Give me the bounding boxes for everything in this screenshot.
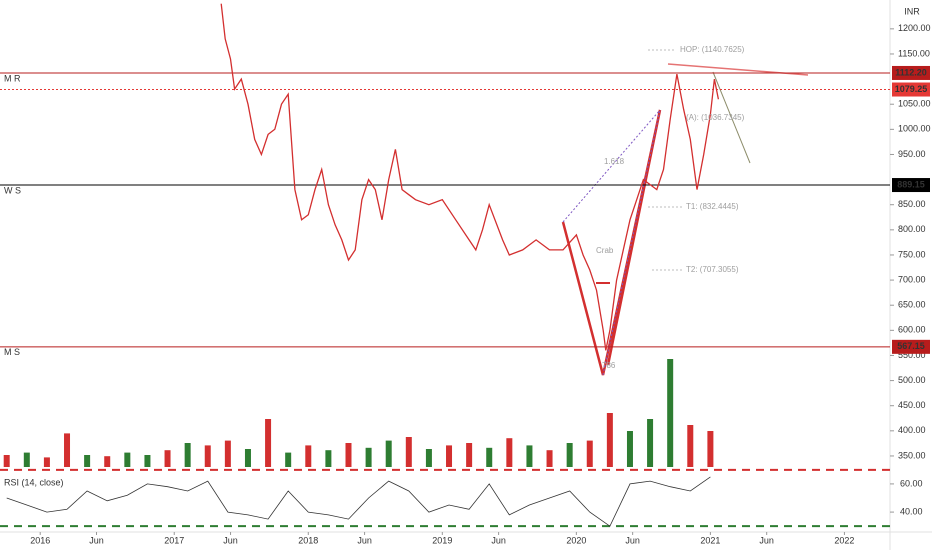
- volume-bar: [64, 433, 71, 467]
- volume-bar: [586, 440, 593, 467]
- volume-bar: [446, 445, 453, 467]
- volume-bar: [486, 447, 493, 467]
- y-tick-label: 1200.00: [898, 23, 931, 33]
- rsi-tick-label: 60.00: [900, 478, 923, 488]
- volume-bar: [687, 425, 694, 467]
- volume-bar: [184, 443, 191, 467]
- volume-bar: [385, 440, 392, 467]
- volume-bar: [104, 456, 111, 467]
- rsi-tick-label: 40.00: [900, 506, 923, 516]
- volume-bar: [546, 450, 553, 467]
- volume-bar: [3, 455, 10, 467]
- volume-bar: [43, 457, 50, 467]
- price-badge-label: 1112.20: [895, 67, 927, 77]
- x-tick-label: 2022: [834, 535, 854, 545]
- volume-bar: [305, 445, 312, 467]
- price-badge: [892, 339, 930, 354]
- pattern-annotation: T2: (707.3055): [686, 265, 739, 274]
- crab-pattern: [561, 49, 809, 376]
- volume-bar: [244, 449, 251, 467]
- y-tick-label: 650.00: [898, 300, 926, 310]
- y-tick-label: 750.00: [898, 249, 926, 259]
- x-tick-label: Jun: [223, 535, 238, 545]
- level-name: M S: [4, 347, 20, 357]
- price-badge-label: 1079.25: [895, 84, 928, 94]
- y-tick-label: 450.00: [898, 400, 926, 410]
- pattern-annotation: HOP: (1140.7625): [680, 45, 745, 54]
- y-tick-label: 950.00: [898, 149, 926, 159]
- x-tick-label: 2019: [432, 535, 452, 545]
- volume-bar: [526, 445, 533, 467]
- x-tick-label: 2018: [298, 535, 318, 545]
- volume-bar: [425, 449, 432, 467]
- volume-bar: [606, 413, 613, 467]
- price-badge: [892, 178, 930, 193]
- level-name: W S: [4, 185, 21, 195]
- volume-bar: [345, 443, 352, 467]
- price-badge: [892, 82, 930, 97]
- x-tick-label: 2020: [566, 535, 586, 545]
- y-tick-label: 600.00: [898, 325, 926, 335]
- pattern-annotation: (A): (1036.7345): [686, 113, 745, 122]
- x-tick-label: 2016: [30, 535, 50, 545]
- level-name: M R: [4, 73, 21, 83]
- rsi-line: [6, 476, 711, 527]
- volume-bar: [204, 445, 211, 467]
- volume-bar: [144, 455, 151, 467]
- pattern-annotation: Crab: [596, 246, 614, 255]
- volume-bar: [23, 452, 30, 467]
- volume-bar: [647, 419, 654, 467]
- price-badge: [892, 65, 930, 80]
- y-tick-label: 850.00: [898, 199, 926, 209]
- volume-bar: [265, 419, 272, 467]
- volume-bar: [566, 443, 573, 467]
- x-tick-label: 2017: [164, 535, 184, 545]
- x-tick-label: 2021: [700, 535, 720, 545]
- y-tick-label: 500.00: [898, 375, 926, 385]
- x-tick-label: Jun: [89, 535, 104, 545]
- volume-bar: [124, 452, 131, 467]
- y-tick-label: 550.00: [898, 350, 926, 360]
- y-tick-label: 400.00: [898, 425, 926, 435]
- volume-bar: [365, 447, 372, 467]
- y-tick-label: 700.00: [898, 274, 926, 284]
- x-tick-label: Jun: [491, 535, 506, 545]
- y-tick-label: 1050.00: [898, 99, 931, 109]
- pattern-annotation: 786: [602, 361, 616, 370]
- y-tick-label: 800.00: [898, 224, 926, 234]
- volume-bar: [285, 452, 292, 467]
- price-badge-label: 567.15: [897, 341, 925, 351]
- volume-bar: [707, 431, 714, 467]
- volume-bar: [84, 455, 91, 467]
- volume-bar: [506, 438, 513, 467]
- x-tick-label: Jun: [357, 535, 372, 545]
- x-tick-label: Jun: [625, 535, 640, 545]
- volume-bar: [164, 450, 171, 467]
- volume-bar: [626, 431, 633, 467]
- pattern-annotation: T1: (832.4445): [686, 202, 739, 211]
- y-tick-label: 1000.00: [898, 124, 931, 134]
- price-line: [220, 3, 720, 351]
- volume-bar: [325, 450, 332, 467]
- currency-label: INR: [904, 6, 920, 16]
- y-tick-label: 1150.00: [898, 48, 930, 58]
- pattern-annotation: 1.618: [604, 157, 625, 166]
- volume-bar: [405, 437, 412, 467]
- y-tick-label: 350.00: [898, 450, 926, 460]
- price-badge-label: 889.15: [897, 179, 925, 189]
- rsi-label: RSI (14, close): [4, 477, 64, 487]
- volume-bar: [667, 359, 674, 467]
- volume-bar: [224, 440, 231, 467]
- volume-bar: [466, 443, 473, 467]
- x-tick-label: Jun: [759, 535, 774, 545]
